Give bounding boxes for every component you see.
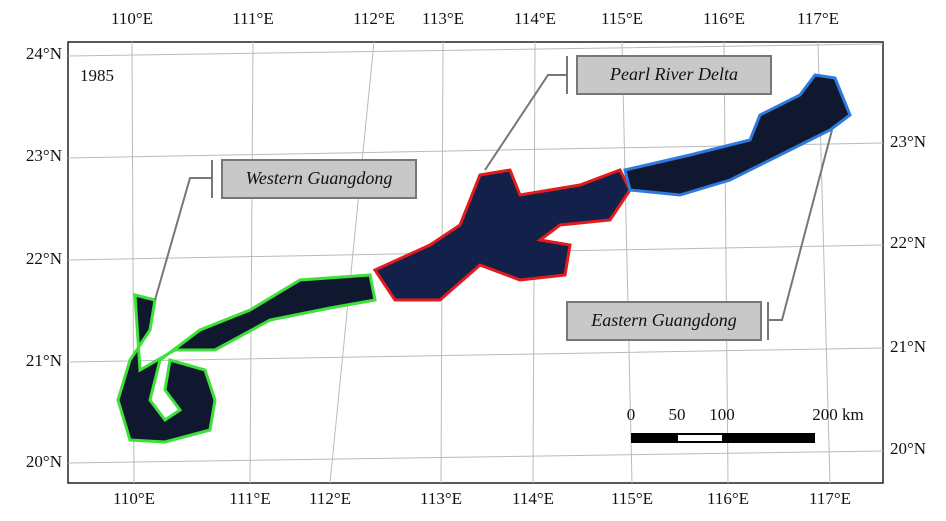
lon-tick-bottom: 110°E [113, 489, 155, 508]
lat-tick-left: 20°N [26, 452, 62, 471]
lat-tick-right: 22°N [890, 233, 926, 252]
lat-tick-left: 23°N [26, 146, 62, 165]
lat-tick-left: 21°N [26, 351, 62, 370]
lon-tick-top: 114°E [514, 9, 556, 28]
scale-label: 100 [709, 405, 735, 424]
scale-label: 0 [627, 405, 636, 424]
lat-tick-right: 20°N [890, 439, 926, 458]
right-ticks: 23°N 22°N 21°N 20°N [890, 132, 926, 458]
lon-tick-bottom: 115°E [611, 489, 653, 508]
lat-tick-right: 21°N [890, 337, 926, 356]
lat-tick-left: 24°N [26, 44, 62, 63]
region-label: Eastern Guangdong [590, 310, 737, 330]
left-ticks: 24°N 23°N 22°N 21°N 20°N [26, 44, 62, 471]
year-label: 1985 [80, 66, 114, 85]
scale-bar-gap [678, 435, 722, 441]
lon-tick-bottom: 117°E [809, 489, 851, 508]
lon-tick-bottom: 116°E [707, 489, 749, 508]
scale-bar-fill [631, 433, 815, 443]
lon-tick-top: 113°E [422, 9, 464, 28]
lon-tick-top: 117°E [797, 9, 839, 28]
lon-tick-top: 116°E [703, 9, 745, 28]
lon-tick-top: 111°E [232, 9, 273, 28]
region-label: Western Guangdong [246, 168, 393, 188]
scale-label: 50 [669, 405, 686, 424]
lat-tick-left: 22°N [26, 249, 62, 268]
lon-tick-top: 112°E [353, 9, 395, 28]
top-ticks: 110°E 111°E 112°E 113°E 114°E 115°E 116°… [111, 9, 839, 28]
lon-tick-bottom: 111°E [229, 489, 270, 508]
lon-tick-top: 110°E [111, 9, 153, 28]
bottom-ticks: 110°E 111°E 112°E 113°E 114°E 115°E 116°… [113, 489, 851, 508]
region-label: Pearl River Delta [609, 64, 738, 84]
lon-tick-bottom: 114°E [512, 489, 554, 508]
lat-tick-right: 23°N [890, 132, 926, 151]
map: 1985 110°E 111°E 112°E 113°E 114°E 115°E… [0, 0, 946, 516]
lon-tick-top: 115°E [601, 9, 643, 28]
lon-tick-bottom: 113°E [420, 489, 462, 508]
lon-tick-bottom: 112°E [309, 489, 351, 508]
scale-label: 200 km [812, 405, 863, 424]
